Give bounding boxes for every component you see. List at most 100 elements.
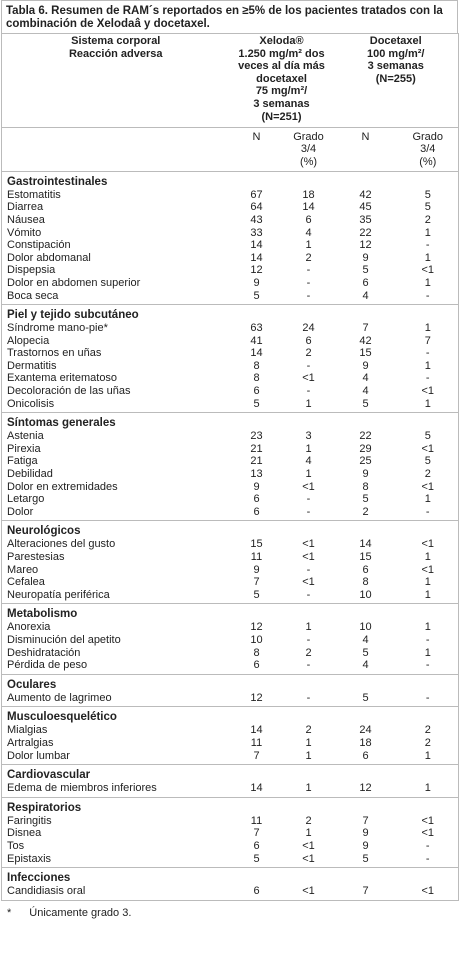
value-cell: - bbox=[306, 359, 311, 372]
data-row: Estomatitis 67 18 42 5 bbox=[2, 189, 459, 202]
header-line: Docetaxel bbox=[369, 35, 422, 47]
reaction-name: Constipación bbox=[7, 239, 71, 252]
value-cell: 21 bbox=[250, 455, 263, 468]
reaction-name: Alteraciones del gusto bbox=[7, 538, 116, 551]
reaction-name: Diarrea bbox=[7, 201, 44, 214]
data-row: Diarrea 64 14 45 5 bbox=[2, 201, 459, 214]
value-cell: 6 bbox=[253, 885, 260, 898]
header-line: Sistema corporal bbox=[71, 35, 161, 47]
value-cell: 2 bbox=[305, 347, 312, 360]
value-cell: - bbox=[306, 633, 311, 646]
value-cell: 10 bbox=[359, 621, 372, 634]
value-cell: 1 bbox=[424, 646, 431, 659]
reaction-name: Pirexia bbox=[7, 442, 41, 455]
value-cell: - bbox=[306, 385, 311, 398]
value-cell: 22 bbox=[359, 430, 372, 443]
subheader-line: N bbox=[361, 131, 370, 144]
group-row: Gastrointestinales bbox=[1, 170, 459, 189]
subheader-line: 3/4 bbox=[420, 143, 436, 156]
subheader-cell: Grado 3/4 (%) bbox=[397, 127, 459, 172]
header-line: (N=251) bbox=[261, 110, 302, 123]
value-cell: 5 bbox=[362, 397, 369, 410]
value-cell: 1 bbox=[305, 782, 312, 795]
group-row: Síntomas generales bbox=[1, 412, 459, 431]
value-cell: 1 bbox=[305, 736, 312, 749]
header-line: Xeloda® bbox=[259, 35, 304, 47]
value-cell: - bbox=[306, 563, 311, 576]
reaction-name: Aumento de lagrimeo bbox=[7, 691, 112, 704]
reaction-name: Dermatitis bbox=[7, 359, 57, 372]
value-cell: 1 bbox=[424, 251, 431, 264]
value-cell: 6 bbox=[362, 749, 369, 762]
subheader-cell: N bbox=[333, 127, 398, 172]
value-cell: 24 bbox=[302, 322, 315, 335]
reaction-name: Disnea bbox=[7, 827, 42, 840]
value-cell: 18 bbox=[302, 188, 315, 201]
group-row: Cardiovascular bbox=[1, 764, 459, 783]
subheader-line: (%) bbox=[419, 155, 437, 168]
value-cell: 15 bbox=[359, 347, 372, 360]
reaction-name: Faringitis bbox=[7, 814, 52, 827]
subheader-line: Grado bbox=[412, 131, 444, 144]
value-cell: - bbox=[425, 289, 430, 302]
reaction-name: Pérdida de peso bbox=[7, 659, 88, 672]
value-cell: 64 bbox=[250, 201, 263, 214]
value-cell: 7 bbox=[362, 885, 369, 898]
data-row: Pirexia 21 1 29 <1 bbox=[2, 443, 459, 456]
data-row: Disminución del apetito 10 - 4 - bbox=[2, 634, 459, 647]
value-cell: 1 bbox=[424, 621, 431, 634]
value-cell: 2 bbox=[305, 251, 312, 264]
data-row: Epistaxis 5 <1 5 - bbox=[2, 853, 459, 868]
group-row: Oculares bbox=[1, 673, 459, 692]
value-cell: <1 bbox=[421, 264, 435, 277]
value-cell: 5 bbox=[253, 289, 260, 302]
data-row: Astenia 23 3 22 5 bbox=[2, 430, 459, 443]
value-cell: 24 bbox=[359, 724, 372, 737]
value-cell: 23 bbox=[250, 430, 263, 443]
data-row: Pérdida de peso 6 - 4 - bbox=[2, 659, 459, 674]
value-cell: - bbox=[425, 852, 430, 865]
reaction-name: Artralgias bbox=[7, 736, 54, 749]
group-name: Síntomas generales bbox=[1, 412, 459, 431]
value-cell: 4 bbox=[362, 372, 369, 385]
value-cell: 63 bbox=[250, 322, 263, 335]
subheader-cell bbox=[1, 127, 230, 172]
value-cell: 14 bbox=[302, 201, 315, 214]
value-cell: 1 bbox=[305, 621, 312, 634]
value-cell: 1 bbox=[305, 239, 312, 252]
value-cell: 35 bbox=[359, 213, 372, 226]
value-cell: 8 bbox=[253, 359, 260, 372]
value-cell: 14 bbox=[250, 239, 263, 252]
value-cell: 18 bbox=[359, 736, 372, 749]
value-cell: - bbox=[425, 372, 430, 385]
data-row: Exantema eritematoso 8 <1 4 - bbox=[2, 372, 459, 385]
reaction-name: Edema de miembros inferiores bbox=[7, 782, 157, 795]
group-name: Gastrointestinales bbox=[1, 170, 459, 189]
value-cell: - bbox=[306, 691, 311, 704]
value-cell: - bbox=[306, 659, 311, 672]
value-cell: 1 bbox=[424, 493, 431, 506]
value-cell: 5 bbox=[253, 852, 260, 865]
data-row: Dolor lumbar 7 1 6 1 bbox=[2, 750, 459, 765]
data-row: Náusea 43 6 35 2 bbox=[2, 214, 459, 227]
data-row: Edema de miembros inferiores 14 1 12 1 bbox=[2, 782, 459, 797]
value-cell: 1 bbox=[424, 782, 431, 795]
value-cell: <1 bbox=[302, 852, 315, 865]
data-row: Anorexia 12 1 10 1 bbox=[2, 621, 459, 634]
reaction-name: Neuropatía periférica bbox=[7, 588, 110, 601]
value-cell: - bbox=[425, 691, 430, 704]
value-cell: 7 bbox=[362, 814, 369, 827]
value-cell: 7 bbox=[253, 827, 260, 840]
value-cell: 1 bbox=[305, 827, 312, 840]
value-cell: 1 bbox=[424, 749, 431, 762]
value-cell: 8 bbox=[362, 576, 369, 589]
group-row: Musculoesquelético bbox=[1, 706, 459, 725]
value-cell: - bbox=[425, 347, 430, 360]
header-line: 3 semanas bbox=[367, 60, 424, 73]
value-cell: - bbox=[425, 505, 430, 518]
value-cell: 9 bbox=[362, 359, 369, 372]
group-name: Cardiovascular bbox=[1, 764, 459, 783]
header-line: (N=255) bbox=[375, 72, 416, 85]
data-row: Fatiga 21 4 25 5 bbox=[2, 455, 459, 468]
value-cell: - bbox=[425, 839, 430, 852]
